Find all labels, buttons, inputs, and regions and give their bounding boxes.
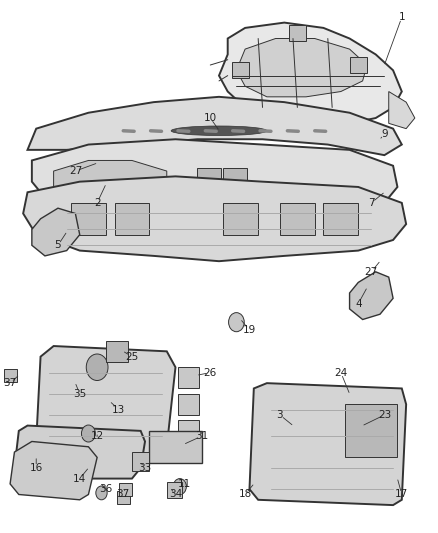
Bar (289, 25, 306, 41)
Circle shape (173, 479, 186, 495)
Bar (71, 203, 106, 235)
Circle shape (96, 486, 107, 500)
Text: 11: 11 (177, 479, 191, 489)
Text: 27: 27 (69, 166, 82, 176)
Text: 23: 23 (378, 410, 391, 420)
Text: 4: 4 (355, 298, 362, 309)
Bar (167, 482, 182, 498)
Bar (345, 405, 397, 457)
Text: 3: 3 (277, 410, 283, 420)
Polygon shape (53, 160, 167, 203)
Text: 10: 10 (204, 113, 217, 123)
Text: 5: 5 (55, 240, 61, 251)
Text: 27: 27 (365, 267, 378, 277)
Polygon shape (28, 97, 402, 155)
Circle shape (81, 425, 95, 442)
Text: 36: 36 (99, 484, 113, 494)
Polygon shape (250, 383, 406, 505)
Bar (132, 452, 149, 471)
Bar (178, 420, 199, 441)
Bar (232, 62, 250, 78)
Bar (178, 394, 199, 415)
Ellipse shape (171, 126, 267, 135)
Circle shape (229, 313, 244, 332)
Polygon shape (36, 346, 176, 457)
Text: 1: 1 (399, 12, 405, 22)
Text: 7: 7 (368, 198, 374, 208)
Polygon shape (237, 38, 367, 97)
Bar (197, 168, 221, 198)
Text: 26: 26 (204, 368, 217, 377)
Bar (119, 483, 132, 496)
Text: 12: 12 (91, 431, 104, 441)
Polygon shape (350, 272, 393, 319)
Polygon shape (219, 22, 402, 123)
Text: 14: 14 (73, 474, 86, 483)
Text: 2: 2 (94, 198, 100, 208)
Polygon shape (32, 139, 397, 224)
Bar (115, 203, 149, 235)
Polygon shape (389, 92, 415, 128)
Circle shape (86, 354, 108, 381)
Text: 31: 31 (195, 431, 208, 441)
Text: 37: 37 (4, 378, 17, 388)
Bar (350, 57, 367, 73)
Bar (117, 491, 130, 504)
Text: 18: 18 (238, 489, 252, 499)
Text: 17: 17 (395, 489, 408, 499)
Polygon shape (14, 425, 145, 479)
Text: 37: 37 (117, 489, 130, 499)
Text: 19: 19 (243, 325, 256, 335)
Polygon shape (10, 441, 97, 500)
Text: 35: 35 (73, 389, 86, 399)
Polygon shape (23, 176, 406, 261)
Text: 24: 24 (334, 368, 347, 377)
Bar (323, 203, 358, 235)
Bar (280, 203, 315, 235)
Bar (223, 203, 258, 235)
Text: 25: 25 (125, 352, 138, 361)
Bar (106, 341, 127, 362)
Bar (223, 168, 247, 198)
Bar (178, 367, 199, 389)
Text: 34: 34 (169, 489, 182, 499)
Bar (4, 369, 17, 382)
Polygon shape (32, 208, 80, 256)
Bar (149, 431, 201, 463)
Text: 9: 9 (381, 129, 388, 139)
Text: 33: 33 (138, 463, 152, 473)
Text: 13: 13 (112, 405, 126, 415)
Text: 16: 16 (30, 463, 43, 473)
